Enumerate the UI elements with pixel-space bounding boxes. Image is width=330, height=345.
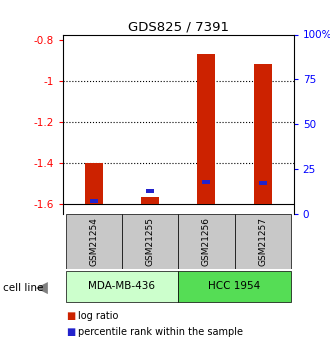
Text: GSM21257: GSM21257 [258, 217, 267, 266]
Bar [178, 271, 291, 302]
Text: cell line: cell line [3, 283, 44, 293]
Bar [141, 197, 159, 204]
Bar [122, 214, 178, 269]
Text: MDA-MB-436: MDA-MB-436 [88, 282, 155, 291]
Title: GDS825 / 7391: GDS825 / 7391 [128, 20, 229, 33]
Bar [90, 199, 98, 203]
Bar [259, 181, 267, 185]
Bar [178, 214, 235, 269]
Text: GSM21255: GSM21255 [146, 217, 154, 266]
Bar [202, 180, 210, 184]
Text: ■: ■ [66, 327, 75, 337]
Bar [66, 271, 178, 302]
Text: ■: ■ [66, 311, 75, 321]
Text: HCC 1954: HCC 1954 [209, 282, 261, 291]
Bar [197, 54, 215, 204]
Bar [146, 189, 154, 193]
Bar [235, 214, 291, 269]
Text: log ratio: log ratio [78, 311, 118, 321]
Text: GSM21256: GSM21256 [202, 217, 211, 266]
Text: GSM21254: GSM21254 [89, 217, 98, 266]
Bar [85, 162, 103, 204]
Text: percentile rank within the sample: percentile rank within the sample [78, 327, 243, 337]
Bar [66, 214, 122, 269]
Polygon shape [36, 282, 48, 294]
Bar [254, 64, 272, 204]
